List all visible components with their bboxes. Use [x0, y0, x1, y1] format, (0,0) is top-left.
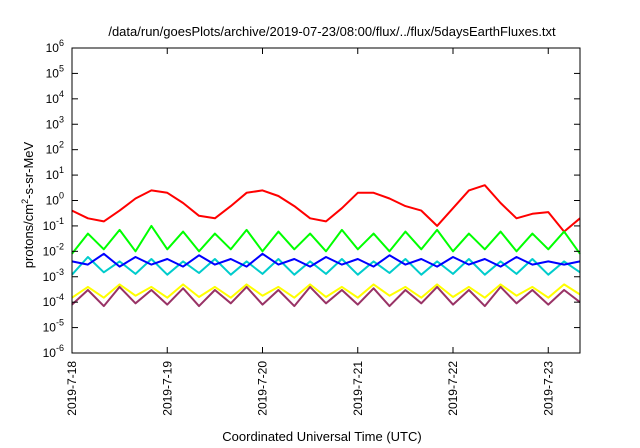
y-tick-base: 10 [43, 295, 57, 309]
series-line-6 [71, 285, 581, 308]
x-tick-label: 2019-7-19 [160, 361, 174, 416]
series-line-5 [71, 283, 581, 299]
y-tick-exponent: -1 [56, 216, 64, 226]
x-ticks: 2019-7-18 2019-7-19 2019-7-20 2019-7-21 2019… [65, 48, 555, 416]
y-tick-exponent: -2 [56, 241, 64, 251]
x-axis-label: Coordinated Universal Time (UTC) [222, 429, 421, 444]
x-tick-label: 2019-7-23 [541, 361, 555, 416]
y-tick-exponent: 3 [59, 114, 64, 124]
y-tick-label: 10-2 [43, 241, 64, 258]
x-tick-label: 2019-7-18 [65, 361, 79, 416]
y-axis-label-exponent: 2 [20, 199, 30, 204]
y-tick-base: 10 [46, 194, 60, 208]
y-tick-label: 101 [46, 165, 64, 182]
y-tick-base: 10 [46, 117, 60, 131]
y-tick-label: 10-5 [43, 318, 64, 335]
y-tick-exponent: 5 [59, 63, 64, 73]
x-tick-label: 2019-7-21 [351, 361, 365, 416]
series-line-2 [71, 224, 581, 255]
y-axis-label: protons/cm2-s-sr-MeV [20, 141, 36, 268]
y-tick-base: 10 [43, 270, 57, 284]
y-tick-base: 10 [46, 92, 60, 106]
y-tick-label: 105 [46, 63, 64, 80]
y-tick-base: 10 [43, 346, 57, 360]
y-tick-exponent: 2 [59, 140, 64, 150]
y-tick-base: 10 [46, 143, 60, 157]
y-tick-exponent: 6 [59, 38, 64, 48]
y-tick-label: 10-3 [43, 267, 64, 284]
series-line-1 [71, 184, 581, 233]
y-tick-base: 10 [43, 244, 57, 258]
chart-title: /data/run/goesPlots/archive/2019-07-23/0… [108, 24, 556, 39]
svg-text:protons/cm2-s-sr-MeV: protons/cm2-s-sr-MeV [20, 141, 36, 268]
y-tick-label: 103 [46, 114, 64, 131]
y-tick-label: 100 [46, 191, 64, 208]
y-axis-label-unit: protons/cm [21, 204, 36, 268]
y-tick-label: 10-1 [43, 216, 64, 233]
y-tick-exponent: -5 [56, 318, 64, 328]
series-line-4 [71, 252, 581, 268]
y-tick-base: 10 [46, 66, 60, 80]
y-axis-label-rest: -s-sr-MeV [21, 141, 36, 198]
y-tick-label: 10-4 [43, 292, 64, 309]
series-line-3 [71, 256, 581, 276]
y-tick-base: 10 [43, 321, 57, 335]
y-tick-exponent: -3 [56, 267, 64, 277]
y-tick-base: 10 [46, 168, 60, 182]
x-tick-label: 2019-7-22 [446, 361, 460, 416]
y-tick-exponent: 1 [59, 165, 64, 175]
y-tick-label: 106 [46, 38, 64, 55]
y-tick-label: 104 [46, 89, 64, 106]
series-layer [71, 184, 581, 308]
plot-frame [71, 47, 581, 354]
y-ticks: 10-610-510-410-310-210-11001011021031041… [43, 38, 580, 360]
y-tick-exponent: 4 [59, 89, 64, 99]
y-tick-exponent: 0 [59, 191, 64, 201]
y-tick-base: 10 [43, 219, 57, 233]
y-tick-base: 10 [46, 41, 60, 55]
y-tick-label: 10-6 [43, 343, 64, 360]
y-tick-exponent: -6 [56, 343, 64, 353]
x-tick-label: 2019-7-20 [256, 361, 270, 416]
y-tick-label: 102 [46, 140, 64, 157]
y-tick-exponent: -4 [56, 292, 64, 302]
